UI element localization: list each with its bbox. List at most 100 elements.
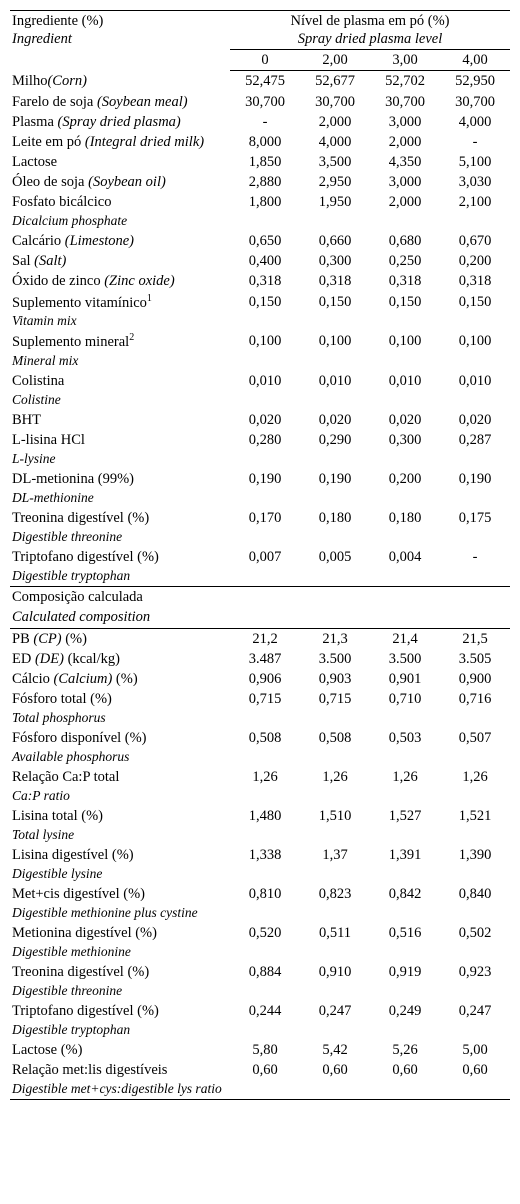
cell: 0,290 [300, 430, 370, 450]
row-label: BHT [10, 410, 230, 430]
row-label: Triptofano digestível (%) [10, 547, 230, 567]
cell: 3.505 [440, 649, 510, 669]
row-label: Lisina digestível (%) [10, 845, 230, 865]
table-row: Treonina digestível (%)0,8840,9100,9190,… [10, 962, 510, 982]
row-label: Cálcio (Calcium) (%) [10, 669, 230, 689]
table-row: L-lisina HCl0,2800,2900,3000,287 [10, 430, 510, 450]
cell: 0,400 [230, 251, 300, 271]
cell: 5,42 [300, 1040, 370, 1060]
cell: 30,700 [440, 92, 510, 112]
cell: 0,280 [230, 430, 300, 450]
col-1: 2,00 [300, 50, 370, 71]
row-label: PB (CP) (%) [10, 628, 230, 649]
row-label: ED (DE) (kcal/kg) [10, 649, 230, 669]
section2-title: Composição calculada [10, 587, 510, 608]
row-sublabel: L-lysine [10, 450, 510, 469]
row-label: Milho(Corn) [10, 71, 230, 92]
cell: 0,247 [300, 1001, 370, 1021]
cell: 1,850 [230, 152, 300, 172]
row-label: Sal (Salt) [10, 251, 230, 271]
cell: 2,000 [300, 112, 370, 132]
cell: 0,840 [440, 884, 510, 904]
hdr-level-pt: Nível de plasma em pó (%) [290, 13, 449, 29]
cell: 5,26 [370, 1040, 440, 1060]
cell: 0,60 [370, 1060, 440, 1080]
row-sublabel: Digestible lysine [10, 865, 510, 884]
cell: 0,910 [300, 962, 370, 982]
cell: 0,503 [370, 728, 440, 748]
cell: 0,150 [300, 292, 370, 313]
row-sublabel: Ca:P ratio [10, 787, 510, 806]
cell: 0,020 [440, 410, 510, 430]
cell: 0,180 [370, 508, 440, 528]
row-label: DL-metionina (99%) [10, 469, 230, 489]
hdr-ingredient-pt: Ingrediente (%) [12, 13, 103, 29]
cell: 0,010 [370, 371, 440, 391]
cell: 1,26 [230, 767, 300, 787]
col-0: 0 [230, 50, 300, 71]
cell: 2,000 [370, 132, 440, 152]
cell: 21,3 [300, 628, 370, 649]
row-sublabel: Mineral mix [10, 352, 510, 371]
cell: 2,880 [230, 172, 300, 192]
table-row: Leite em pó (Integral dried milk)8,0004,… [10, 132, 510, 152]
table-row: Fósforo total (%)0,7150,7150,7100,716 [10, 689, 510, 709]
row-label: Óleo de soja (Soybean oil) [10, 172, 230, 192]
cell: 0,180 [300, 508, 370, 528]
table-row: Milho(Corn)52,47552,67752,70252,950 [10, 71, 510, 92]
table-row: Fosfato bicálcico1,8001,9502,0002,100 [10, 192, 510, 212]
table-row: Relação Ca:P total1,261,261,261,26 [10, 767, 510, 787]
cell: 21,5 [440, 628, 510, 649]
cell: 21,2 [230, 628, 300, 649]
row-label: Treonina digestível (%) [10, 508, 230, 528]
table-row: Lisina total (%)1,4801,5101,5271,521 [10, 806, 510, 826]
cell: 0,680 [370, 231, 440, 251]
cell: 0,010 [300, 371, 370, 391]
cell: 30,700 [370, 92, 440, 112]
cell: 52,677 [300, 71, 370, 92]
cell: 0,190 [300, 469, 370, 489]
cell: 52,950 [440, 71, 510, 92]
table-row: Plasma (Spray dried plasma)-2,0003,0004,… [10, 112, 510, 132]
composition-table: Ingrediente (%) Ingredient Nível de plas… [10, 10, 510, 1100]
cell: 0,520 [230, 923, 300, 943]
table-row: Met+cis digestível (%)0,8100,8230,8420,8… [10, 884, 510, 904]
table-row: Lactose (%)5,805,425,265,00 [10, 1040, 510, 1060]
row-label: Óxido de zinco (Zinc oxide) [10, 271, 230, 291]
row-label: Colistina [10, 371, 230, 391]
table-row: Óleo de soja (Soybean oil)2,8802,9503,00… [10, 172, 510, 192]
cell: 2,950 [300, 172, 370, 192]
cell: 0,020 [230, 410, 300, 430]
cell: 0,60 [300, 1060, 370, 1080]
table-row: BHT0,0200,0200,0200,020 [10, 410, 510, 430]
table-row: DL-metionina (99%)0,1900,1900,2000,190 [10, 469, 510, 489]
row-sublabel: Vitamin mix [10, 312, 510, 331]
cell: 8,000 [230, 132, 300, 152]
row-sublabel: Digestible threonine [10, 982, 510, 1001]
cell: 0,250 [370, 251, 440, 271]
cell: 0,287 [440, 430, 510, 450]
table-row: Cálcio (Calcium) (%)0,9060,9030,9010,900 [10, 669, 510, 689]
table-row: Lisina digestível (%)1,3381,371,3911,390 [10, 845, 510, 865]
row-sublabel: Digestible methionine [10, 943, 510, 962]
cell: 3.487 [230, 649, 300, 669]
row-label: Fosfato bicálcico [10, 192, 230, 212]
cell: 4,000 [300, 132, 370, 152]
cell: 0,318 [370, 271, 440, 291]
cell: 0,318 [230, 271, 300, 291]
cell: 2,100 [440, 192, 510, 212]
cell: 0,190 [440, 469, 510, 489]
cell: 5,00 [440, 1040, 510, 1060]
cell: 0,508 [300, 728, 370, 748]
row-sublabel: Digestible methionine plus cystine [10, 904, 510, 923]
cell: 0,010 [440, 371, 510, 391]
cell: 1,800 [230, 192, 300, 212]
hdr-level-en: Spray dried plasma level [298, 31, 443, 47]
cell: 2,000 [370, 192, 440, 212]
row-sublabel: DL-methionine [10, 489, 510, 508]
col-2: 3,00 [370, 50, 440, 71]
cell: 0,020 [370, 410, 440, 430]
cell: - [230, 112, 300, 132]
cell: 1,338 [230, 845, 300, 865]
row-label: Farelo de soja (Soybean meal) [10, 92, 230, 112]
